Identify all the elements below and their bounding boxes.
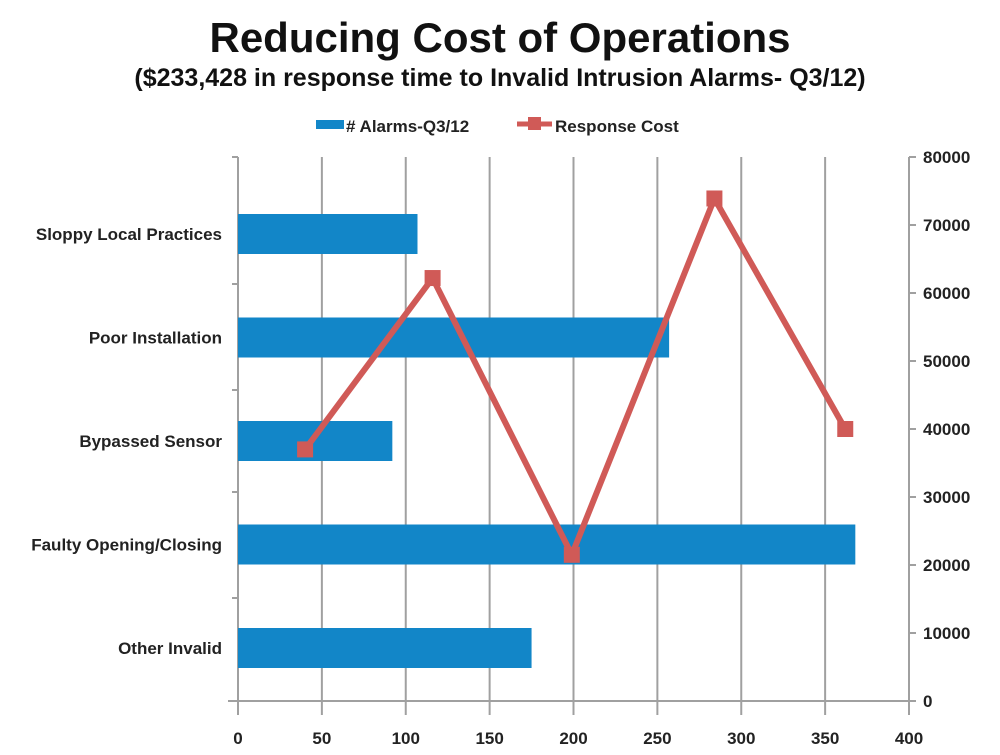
- category-label: Sloppy Local Practices: [36, 225, 222, 244]
- y2-tick-label: 40000: [923, 420, 970, 439]
- y2-tick-label: 70000: [923, 216, 970, 235]
- x-tick-label: 400: [895, 729, 923, 748]
- category-label: Faulty Opening/Closing: [31, 536, 222, 555]
- y2-tick-label: 60000: [923, 284, 970, 303]
- bar-faulty-opening-closing: [238, 524, 856, 565]
- y2-tick-label: 0: [923, 692, 932, 711]
- x-tick-label: 100: [392, 729, 420, 748]
- response-cost-marker: [563, 546, 580, 563]
- x-tick-label: 0: [233, 729, 242, 748]
- x-tick-label: 350: [811, 729, 839, 748]
- bar-other-invalid: [238, 628, 532, 668]
- legend-swatch-alarms: [316, 120, 344, 129]
- legend-label-alarms: # Alarms-Q3/12: [346, 117, 469, 136]
- x-tick-label: 200: [559, 729, 587, 748]
- legend-swatch-marker: [528, 117, 541, 130]
- response-cost-marker: [424, 270, 441, 287]
- x-tick-label: 50: [312, 729, 331, 748]
- bar-bypassed-sensor: [238, 421, 393, 461]
- y2-tick-label: 80000: [923, 148, 970, 167]
- chart-subtitle: ($233,428 in response time to Invalid In…: [134, 64, 866, 92]
- x-tick-label: 150: [475, 729, 503, 748]
- y2-tick-label: 30000: [923, 488, 970, 507]
- legend: # Alarms-Q3/12 Response Cost: [316, 117, 679, 136]
- category-label: Bypassed Sensor: [79, 432, 222, 451]
- legend-label-cost: Response Cost: [555, 117, 679, 136]
- category-label: Other Invalid: [118, 639, 222, 658]
- x-tick-label: 250: [643, 729, 671, 748]
- y2-tick-label: 20000: [923, 556, 970, 575]
- y2-tick-label: 10000: [923, 624, 970, 643]
- response-cost-marker: [837, 421, 854, 437]
- bar-sloppy-local-practices: [238, 214, 418, 254]
- response-cost-marker: [706, 190, 723, 207]
- chart-title: Reducing Cost of Operations: [209, 14, 791, 61]
- y2-tick-label: 50000: [923, 352, 970, 371]
- response-cost-marker: [297, 441, 314, 458]
- category-label: Poor Installation: [89, 329, 222, 348]
- x-tick-label: 300: [727, 729, 755, 748]
